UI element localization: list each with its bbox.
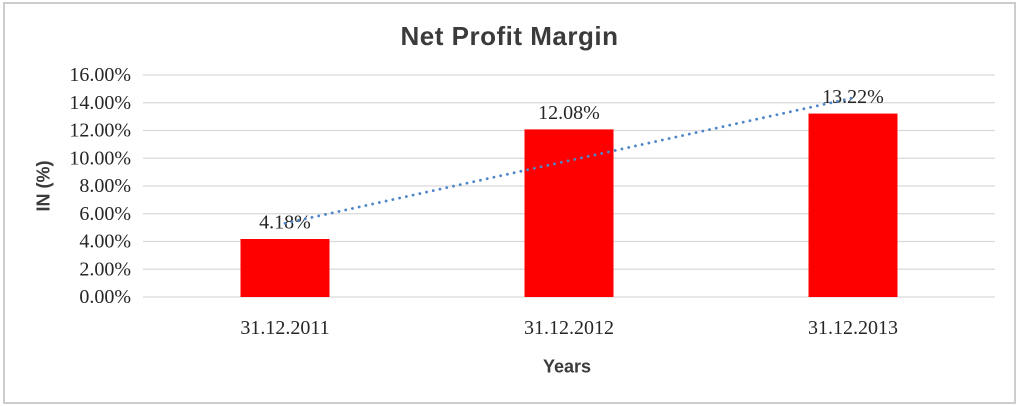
bar (524, 129, 614, 297)
x-category-label: 31.12.2011 (240, 317, 329, 339)
y-axis-title: IN (%) (33, 160, 54, 212)
y-tick-label: 14.00% (69, 92, 131, 114)
bar-data-label: 13.22% (822, 86, 884, 108)
bar-data-label: 12.08% (538, 102, 600, 124)
y-tick-label: 2.00% (79, 258, 131, 280)
y-tick-label: 12.00% (69, 120, 131, 142)
y-tick-label: 6.00% (79, 203, 131, 225)
chart-title: Net Profit Margin (400, 21, 619, 51)
x-category-label: 31.12.2012 (524, 317, 614, 339)
y-tick-label: 16.00% (69, 64, 131, 86)
y-tick-label: 4.00% (79, 231, 131, 253)
bar (240, 239, 330, 297)
bar (808, 113, 898, 297)
y-tick-label: 10.00% (69, 147, 131, 169)
trendline (283, 96, 855, 225)
x-axis-title: Years (542, 356, 592, 377)
x-category-label: 31.12.2013 (808, 317, 898, 339)
y-tick-label: 8.00% (79, 175, 131, 197)
y-tick-label: 0.00% (79, 286, 131, 308)
